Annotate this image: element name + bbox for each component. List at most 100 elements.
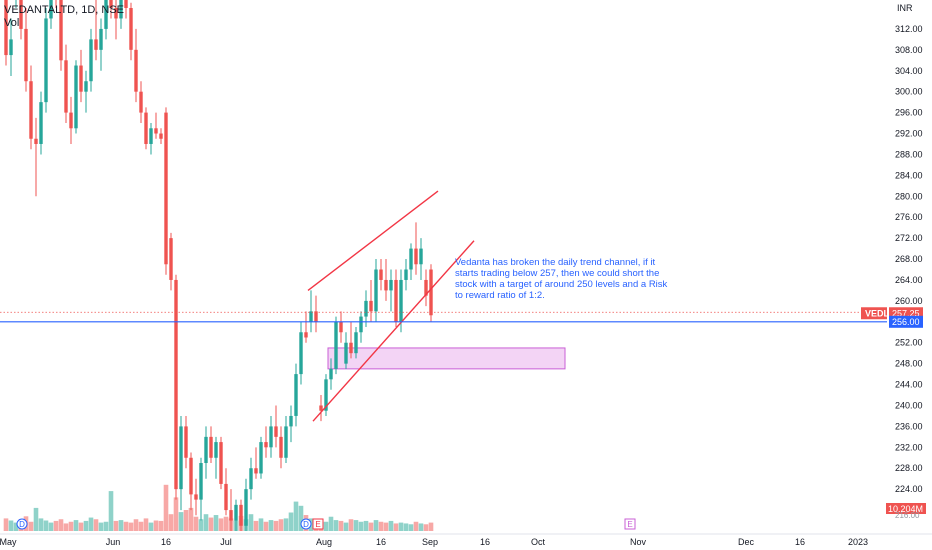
time-tick-label: 16: [480, 537, 490, 547]
candle-body: [404, 269, 408, 280]
volume-bar: [93, 519, 99, 531]
candle-body: [339, 321, 343, 333]
volume-bar: [368, 522, 374, 531]
upper-channel-line: [307, 190, 439, 291]
volume-bar: [348, 519, 354, 531]
lower-channel-line: [312, 240, 475, 422]
volume-bar: [333, 520, 339, 531]
volume-bar: [288, 512, 294, 531]
dividend-marker-label: D: [19, 520, 25, 529]
price-tick-label: 236.00: [895, 421, 923, 431]
candle-body: [384, 279, 388, 291]
last-price-badge-label: 257.25: [892, 308, 920, 318]
volume-bar: [128, 522, 134, 531]
volume-bar: [163, 484, 169, 531]
volume-bar: [403, 523, 409, 531]
volume-bar: [398, 522, 404, 531]
candle-body: [329, 368, 333, 380]
candle-body: [254, 468, 258, 474]
volume-bar: [8, 520, 14, 531]
candle-body: [4, 0, 8, 56]
volume-bar: [203, 514, 209, 531]
candle-body: [164, 112, 168, 265]
candle-body: [179, 426, 183, 490]
candle-body: [234, 504, 238, 521]
candle-body: [154, 128, 158, 134]
volume-bar: [73, 520, 79, 531]
candle-body: [424, 279, 428, 296]
volume-bar: [88, 517, 94, 531]
candle-body: [394, 279, 398, 322]
candle-body: [399, 279, 403, 322]
candle-body: [359, 316, 363, 333]
volume-bar: [358, 521, 364, 531]
price-tick-label: 272.00: [895, 233, 923, 243]
price-tick-label: 264.00: [895, 275, 923, 285]
candle-body: [244, 489, 248, 526]
candle-body: [89, 39, 93, 82]
time-tick-label: Jul: [220, 537, 232, 547]
volume-bar: [58, 519, 64, 531]
price-tick-label: 268.00: [895, 254, 923, 264]
candle-body: [389, 279, 393, 291]
candle-body: [374, 269, 378, 312]
candle-body: [214, 442, 218, 458]
price-tick-label: 304.00: [895, 66, 923, 76]
chart-header: VEDANTALTD, 1D, NSE Vol: [4, 4, 124, 30]
price-tick-label: 300.00: [895, 87, 923, 97]
candle-body: [334, 321, 338, 369]
volume-bar: [168, 514, 174, 531]
volume-bar: [253, 520, 259, 531]
earnings-marker-label: E: [315, 520, 320, 529]
volume-bar: [173, 497, 179, 531]
volume-bar: [143, 518, 149, 531]
volume-bar: [43, 520, 49, 531]
candle-body: [414, 248, 418, 265]
candle-body: [229, 510, 233, 521]
volume-bar: [63, 523, 69, 531]
volume-bar: [138, 521, 144, 531]
volume-bar: [98, 522, 104, 531]
volume-bar: [383, 522, 389, 531]
ticker-badge-label: VEDL: [865, 308, 890, 318]
candle-body: [69, 112, 73, 129]
volume-bar: [183, 510, 189, 531]
volume-bar: [418, 523, 424, 531]
volume-bar: [268, 520, 274, 531]
volume-bar: [148, 522, 154, 531]
volume-bar: [248, 514, 254, 531]
volume-bar: [133, 519, 139, 531]
price-tick-label: 252.00: [895, 338, 923, 348]
candle-body: [319, 405, 323, 411]
volume-bar: [413, 521, 419, 531]
volume-bar: [3, 518, 9, 531]
candle-body: [224, 483, 228, 511]
volume-badge-label: 10.204M: [888, 504, 923, 514]
volume-bar: [193, 516, 199, 531]
volume-bar: [218, 518, 224, 531]
volume-bar: [278, 519, 284, 531]
candle-body: [24, 28, 28, 82]
candle-body: [49, 0, 53, 19]
demand-zone-rectangle: [327, 347, 566, 370]
volume-bar: [423, 524, 429, 531]
volume-bar: [13, 522, 19, 531]
volume-bar: [258, 518, 264, 531]
time-tick-label: Sep: [422, 537, 438, 547]
candle-body: [219, 442, 223, 484]
candle-body: [429, 269, 433, 316]
time-tick-label: Dec: [738, 537, 755, 547]
candle-body: [344, 342, 348, 364]
price-tick-label: 280.00: [895, 191, 923, 201]
time-tick-label: 2023: [848, 537, 868, 547]
candle-body: [249, 468, 253, 490]
candle-body: [44, 18, 48, 103]
candle-body: [74, 65, 78, 129]
earnings-marker-icon: [312, 518, 324, 530]
volume-bar: [213, 515, 219, 531]
volume-bar: [293, 501, 299, 531]
price-tick-label: 224.00: [895, 484, 923, 494]
candle-body: [109, 0, 113, 8]
candle-body: [409, 248, 413, 270]
